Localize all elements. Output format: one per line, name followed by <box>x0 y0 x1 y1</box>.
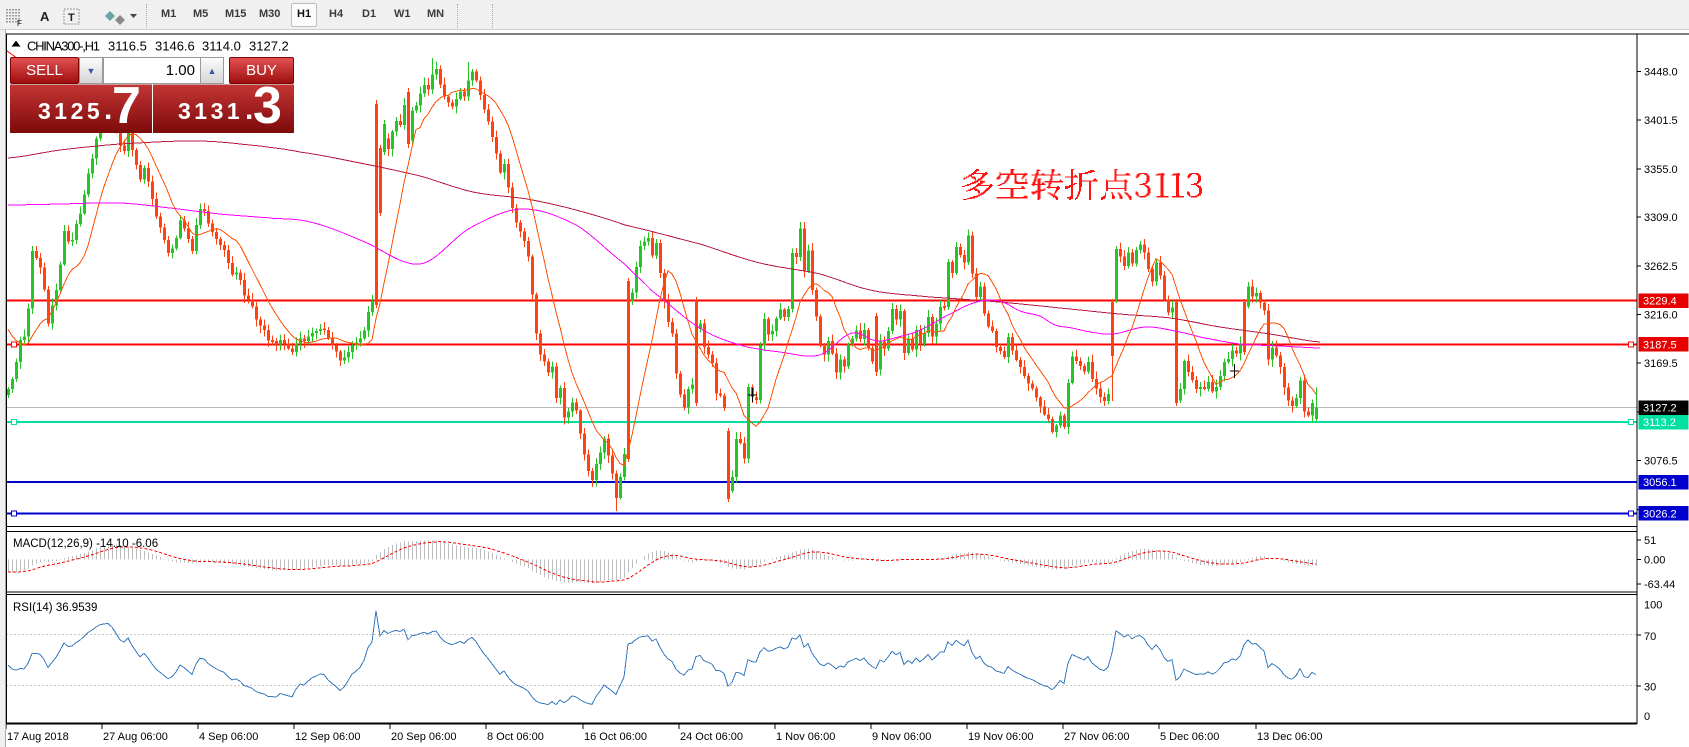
svg-text:3076.5: 3076.5 <box>1644 456 1678 468</box>
svg-text:3216.0: 3216.0 <box>1644 310 1678 322</box>
svg-text:A: A <box>40 9 50 24</box>
svg-text:24 Oct 06:00: 24 Oct 06:00 <box>680 731 743 743</box>
svg-text:4 Sep 06:00: 4 Sep 06:00 <box>199 731 258 743</box>
svg-text:30: 30 <box>1644 682 1656 694</box>
svg-text:19 Nov 06:00: 19 Nov 06:00 <box>968 731 1033 743</box>
svg-text:100: 100 <box>1644 600 1662 612</box>
svg-text:T: T <box>68 12 75 24</box>
svg-text:3113.2: 3113.2 <box>1643 417 1676 429</box>
svg-text:27 Aug 06:00: 27 Aug 06:00 <box>103 731 168 743</box>
svg-text:3146.6: 3146.6 <box>155 39 195 54</box>
svg-text:1 Nov 06:00: 1 Nov 06:00 <box>776 731 835 743</box>
svg-text:5 Dec 06:00: 5 Dec 06:00 <box>1160 731 1219 743</box>
svg-text:3127.2: 3127.2 <box>249 39 289 54</box>
svg-text:-63.44: -63.44 <box>1644 579 1675 591</box>
svg-text:3026.2: 3026.2 <box>1643 508 1677 520</box>
svg-text:13 Dec 06:00: 13 Dec 06:00 <box>1257 731 1322 743</box>
svg-text:0: 0 <box>1644 711 1650 723</box>
svg-text:12 Sep 06:00: 12 Sep 06:00 <box>295 731 360 743</box>
svg-text:27 Nov 06:00: 27 Nov 06:00 <box>1064 731 1129 743</box>
svg-text:3116.5: 3116.5 <box>108 39 147 54</box>
svg-text:F: F <box>17 19 22 28</box>
svg-text:16 Oct 06:00: 16 Oct 06:00 <box>584 731 647 743</box>
svg-text:3262.5: 3262.5 <box>1644 261 1678 273</box>
svg-text:CHINA300-,H1: CHINA300-,H1 <box>27 39 100 54</box>
svg-text:RSI(14) 36.9539: RSI(14) 36.9539 <box>13 602 97 614</box>
svg-text:MACD(12,26,9) -14.10 -6.06: MACD(12,26,9) -14.10 -6.06 <box>13 538 158 550</box>
svg-text:3187.5: 3187.5 <box>1643 339 1677 351</box>
svg-text:3114.0: 3114.0 <box>202 39 241 54</box>
svg-text:3309.0: 3309.0 <box>1644 212 1678 224</box>
svg-text:3229.4: 3229.4 <box>1643 296 1677 308</box>
svg-text:0.00: 0.00 <box>1644 555 1665 567</box>
svg-text:3056.1: 3056.1 <box>1643 477 1677 489</box>
svg-text:3169.5: 3169.5 <box>1644 358 1678 370</box>
svg-text:51: 51 <box>1644 535 1656 547</box>
svg-text:8 Oct 06:00: 8 Oct 06:00 <box>487 731 544 743</box>
svg-text:3448.0: 3448.0 <box>1644 66 1678 78</box>
svg-text:3127.2: 3127.2 <box>1643 403 1677 415</box>
svg-text:20 Sep 06:00: 20 Sep 06:00 <box>391 731 456 743</box>
svg-text:3401.5: 3401.5 <box>1644 115 1678 127</box>
svg-text:17 Aug 2018: 17 Aug 2018 <box>7 731 69 743</box>
svg-text:70: 70 <box>1644 631 1656 643</box>
svg-text:3355.0: 3355.0 <box>1644 164 1678 176</box>
svg-text:9 Nov 06:00: 9 Nov 06:00 <box>872 731 931 743</box>
